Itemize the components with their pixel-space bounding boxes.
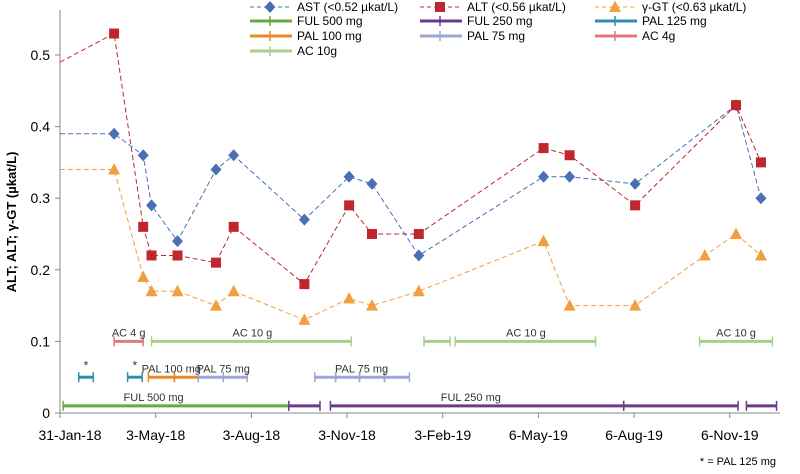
data-point [538, 143, 549, 154]
data-point [564, 150, 575, 161]
treatment-label: FUL 500 mg [124, 392, 184, 404]
data-point [137, 149, 149, 162]
data-point [146, 250, 157, 261]
legend-entry-label: FUL 500 mg [297, 14, 363, 28]
bar-label: PAL 75 mg [197, 363, 250, 375]
data-point [609, 0, 621, 12]
y-axis-label: ALT; ALT; γ-GT (µkat/L) [4, 152, 19, 293]
data-point [299, 279, 310, 290]
data-point [412, 284, 425, 297]
series-line [60, 104, 762, 257]
bar-label: AC 10 g [716, 328, 756, 340]
x-tick-label: 3-May-18 [126, 427, 185, 443]
data-point [413, 249, 425, 262]
data-point [630, 200, 641, 211]
treatment-label: AC 4 g [112, 328, 146, 340]
data-point [537, 234, 550, 247]
series-line [60, 169, 762, 321]
data-point [171, 284, 184, 297]
data-point [366, 299, 378, 311]
data-point [698, 248, 711, 261]
y-tick-label: 0 [42, 405, 50, 421]
data-point [538, 170, 550, 183]
data-point [344, 200, 355, 211]
bar-label: AC 10 g [506, 328, 546, 340]
y-tick-label: 0.2 [31, 262, 51, 278]
legend-entry-label: FUL 250 mg [467, 14, 533, 28]
data-point [629, 177, 641, 190]
data-point [343, 291, 356, 304]
data-point [228, 221, 239, 232]
data-point [343, 170, 355, 183]
treatment-bars: FUL 500 mg FUL 250 mg PAL 100 mg AC 4 g PAL … [62, 328, 778, 411]
axes: 0 0.1 0.2 0.3 0.4 0.5 31-Jan-18 3-May-18 3-Aug-1… [31, 10, 780, 443]
data-point [172, 250, 183, 261]
x-tick-label: 3-Aug-18 [223, 427, 281, 443]
y-tick-label: 0.4 [31, 119, 51, 135]
data-point [754, 248, 767, 261]
x-tick-label: 6-Nov-19 [701, 427, 759, 443]
x-tick-label: 6-May-19 [509, 427, 568, 443]
data-point [413, 229, 424, 239]
data-point [366, 177, 378, 190]
legend: AST (<0.52 µkat/L) ALT (<0.56 µkat/L) γ-GT… [250, 0, 746, 58]
data-point [108, 163, 121, 175]
legend-entry-label: ALT (<0.56 µkat/L) [467, 0, 566, 14]
footnote: * = PAL 125 mg [700, 456, 776, 468]
data-point [755, 157, 766, 168]
data-point [629, 299, 642, 311]
legend-entry-label: PAL 75 mg [467, 29, 525, 43]
data-point [210, 163, 222, 176]
legend-entry-label: PAL 100 mg [297, 29, 362, 43]
x-tick-label: 31-Jan-18 [38, 427, 101, 443]
data-point [298, 313, 311, 325]
treatment-label: PAL 100 mg [142, 363, 201, 375]
data-point [730, 227, 742, 239]
data-point [210, 299, 222, 311]
data-point [227, 284, 240, 297]
treatment-label: FUL 250 mg [441, 392, 501, 404]
data-point [755, 192, 767, 205]
legend-entry-label: AC 4g [642, 29, 675, 43]
data-point [367, 229, 377, 239]
legend-entry-label: AST (<0.52 µkat/L) [297, 0, 398, 14]
bar-label: * [84, 358, 89, 372]
series-line [59, 32, 762, 285]
data-point [228, 149, 240, 162]
bar-label: AC 10 g [233, 328, 273, 340]
data-point [435, 2, 445, 12]
legend-entry-label: PAL 125 mg [642, 14, 707, 28]
legend-entry-label: AC 10g [297, 44, 337, 58]
legend-entry-label: γ-GT (<0.63 µkat/L) [642, 0, 746, 14]
data-point [145, 284, 158, 297]
data-point [137, 270, 150, 282]
bar-label: * [133, 358, 138, 372]
data-point [138, 221, 149, 232]
data-point [298, 213, 310, 226]
data-point [564, 170, 576, 183]
data-point [264, 1, 276, 13]
y-tick-label: 0.5 [31, 47, 51, 63]
x-tick-label: 3-Nov-18 [318, 427, 376, 443]
data-point [172, 235, 184, 248]
data-point [109, 28, 120, 39]
x-tick-label: 6-Aug-19 [605, 427, 663, 443]
data-point [146, 199, 158, 212]
bar-label: PAL 75 mg [335, 363, 388, 375]
y-tick-label: 0.1 [31, 333, 51, 349]
data-point [211, 257, 221, 268]
data-point [563, 299, 576, 311]
series-lines [59, 28, 767, 325]
data-point [108, 127, 120, 140]
y-tick-label: 0.3 [31, 190, 51, 206]
data-point [731, 100, 741, 111]
x-tick-label: 3-Feb-19 [414, 427, 471, 443]
